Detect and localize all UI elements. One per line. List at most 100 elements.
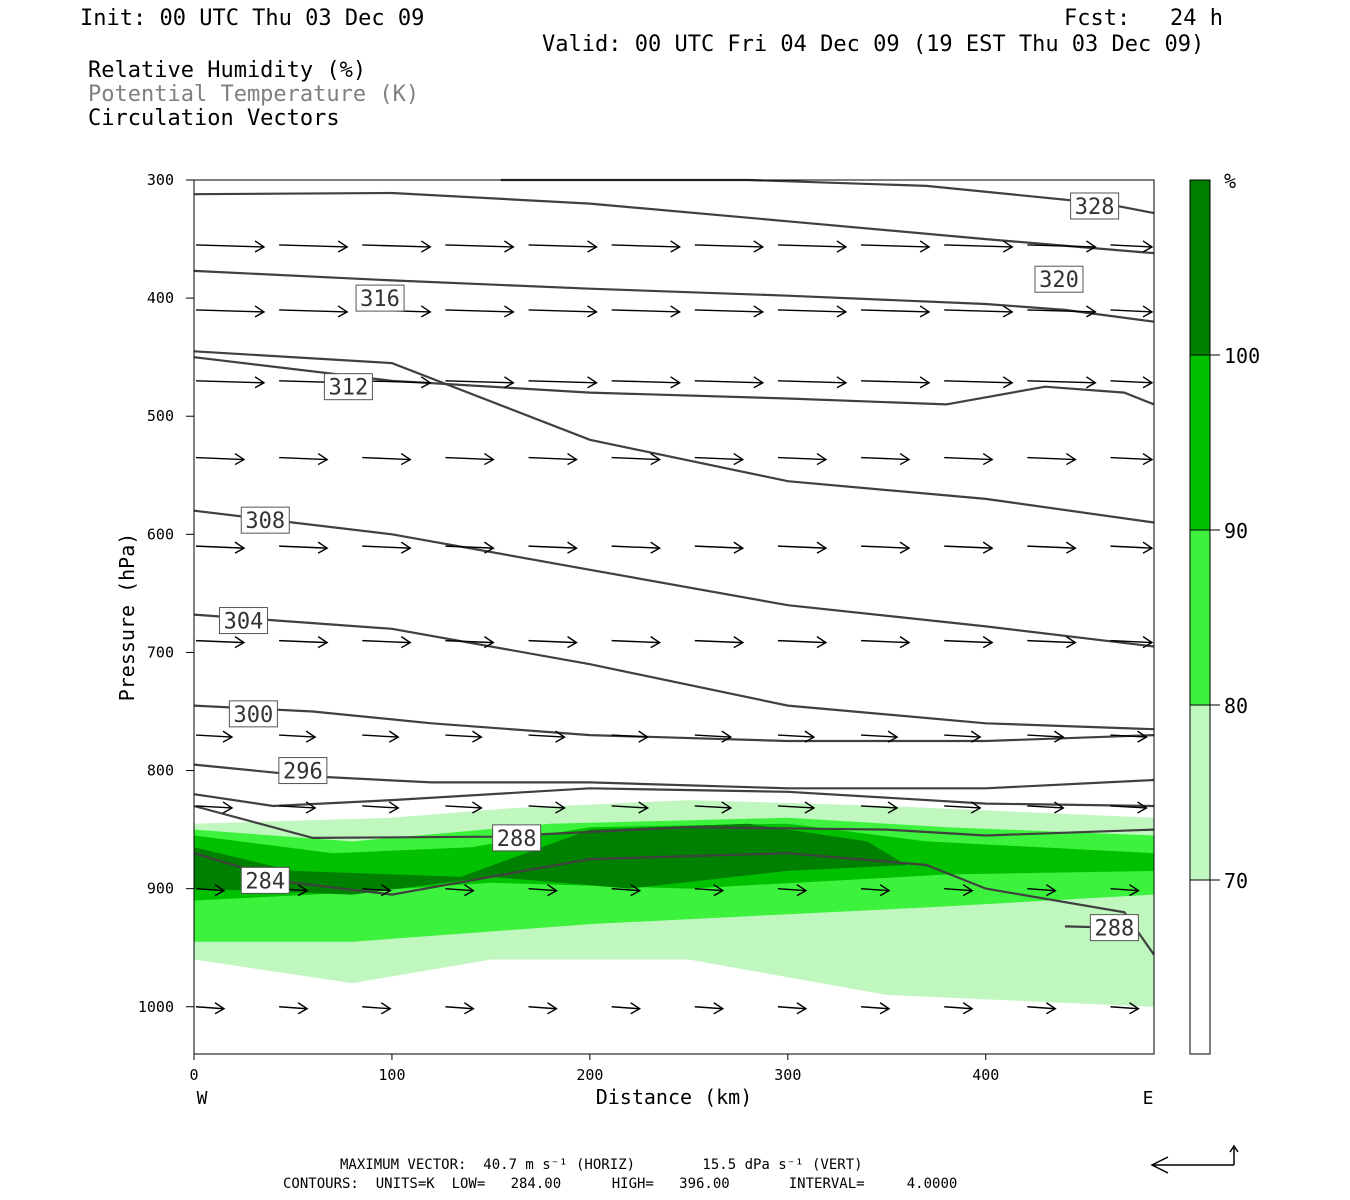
contour-label-312: 312 <box>329 376 369 401</box>
vector-arrowhead <box>484 452 495 466</box>
vector-arrow <box>694 1006 723 1010</box>
vector-arrow <box>611 734 648 738</box>
vector-arrowhead <box>1065 452 1077 466</box>
vector-arrowhead <box>464 1002 475 1015</box>
vector-arrowhead <box>504 376 515 389</box>
vector-arrow <box>861 456 910 461</box>
vector-arrow <box>694 734 731 738</box>
contour-label-288: 288 <box>1095 917 1135 942</box>
vector-arrow <box>611 887 640 892</box>
vector-arrow <box>861 805 898 809</box>
y-tick-label: 800 <box>147 762 174 780</box>
y-tick-label: 400 <box>147 289 174 307</box>
vector-arrow <box>861 244 930 248</box>
y-tick-label: 500 <box>147 407 174 425</box>
vector-arrow <box>1027 734 1064 738</box>
x-tick-label: 400 <box>972 1066 999 1084</box>
circulation-vectors <box>195 240 1154 1015</box>
contour-label-box <box>323 373 373 401</box>
vector-arrowhead <box>733 636 745 649</box>
vector-arrow <box>611 1006 640 1010</box>
vector-arrowhead <box>962 1002 974 1015</box>
vector-arrow <box>445 244 514 248</box>
vector-arrowhead <box>982 541 994 554</box>
contour-label-304: 304 <box>224 610 264 635</box>
vector-arrow <box>1110 545 1153 549</box>
vector-arrowhead <box>555 730 566 743</box>
vector-arrow <box>861 734 898 738</box>
vector-arrow <box>944 545 993 549</box>
vector-arrowhead <box>816 541 828 554</box>
contour-label-320: 320 <box>1039 268 1079 293</box>
vector-arrowhead <box>836 305 848 318</box>
vector-arrowhead <box>420 376 432 389</box>
vector-arrowhead <box>1085 240 1097 253</box>
vector-arrowhead <box>879 884 891 897</box>
contour-label-box <box>278 757 328 785</box>
vector-arrow <box>944 1006 973 1010</box>
vector-arrowhead <box>919 240 931 253</box>
contour-label-box <box>355 284 405 312</box>
vector-arrowhead <box>1142 541 1154 554</box>
vector-arrow <box>861 380 930 384</box>
vector-arrowhead <box>919 376 931 389</box>
vector-arrow <box>1110 734 1147 738</box>
vector-arrowhead <box>670 305 682 318</box>
vector-arrow <box>195 887 225 892</box>
vector-arrow <box>694 309 763 313</box>
vector-arrow <box>861 887 890 892</box>
vector-arrowhead <box>899 636 911 649</box>
colorbar-segment <box>1190 880 1210 1054</box>
vector-arrowhead <box>234 541 246 554</box>
vector-arrowhead <box>254 240 266 253</box>
vector-arrow <box>861 639 910 644</box>
vector-arrowhead <box>1142 305 1154 318</box>
vector-arrowhead <box>899 541 911 554</box>
theta-contour-328 <box>500 178 1155 215</box>
vector-arrowhead <box>555 801 566 814</box>
vector-arrow <box>611 456 660 461</box>
vector-arrowhead <box>484 541 495 554</box>
vector-arrowhead <box>638 730 650 743</box>
vector-arrow <box>1027 244 1096 248</box>
vector-arrow <box>861 309 930 313</box>
vector-arrow <box>777 887 806 892</box>
vector-arrow <box>1027 887 1056 892</box>
vector-arrow <box>694 805 731 809</box>
vector-arrow <box>279 456 328 461</box>
theta-contour-296 <box>193 763 1155 790</box>
vector-arrow <box>777 639 826 644</box>
vector-arrowhead <box>650 452 662 466</box>
vector-arrow <box>362 805 399 809</box>
theta-contour-300 <box>193 704 1155 743</box>
theta-contour-284 <box>193 852 1155 956</box>
theta-contour-308 <box>193 509 1155 648</box>
vector-arrow <box>362 456 411 461</box>
rh-shading <box>194 800 1154 1007</box>
colorbar-segment <box>1190 530 1210 705</box>
vector-arrowhead <box>214 884 226 897</box>
vector-arrow <box>1110 244 1153 248</box>
contour-label-308: 308 <box>245 509 285 534</box>
vector-arrowhead <box>879 1002 891 1015</box>
contour-label-296: 296 <box>283 760 323 785</box>
vector-arrow <box>777 805 814 809</box>
vector-arrowhead <box>380 1002 392 1015</box>
vector-arrow <box>528 545 577 549</box>
vector-arrowhead <box>1085 305 1097 318</box>
y-axis-label: Pressure (hPa) <box>115 533 139 702</box>
colorbar-segment <box>1190 705 1210 880</box>
vector-arrowhead <box>670 376 682 389</box>
vector-arrowhead <box>388 730 400 743</box>
vector-arrowhead <box>317 541 329 554</box>
vector-arrow <box>279 639 328 644</box>
vector-arrowhead <box>962 884 974 897</box>
vector-arrowhead <box>804 801 816 814</box>
colorbar-frame <box>1189 179 1211 1055</box>
vector-arrowhead <box>982 452 994 466</box>
vector-arrow <box>777 456 826 461</box>
x-tick-label: 300 <box>774 1066 801 1084</box>
contour-label-300: 300 <box>234 703 274 728</box>
vector-arrow <box>445 805 482 809</box>
vector-arrow <box>362 1006 391 1010</box>
